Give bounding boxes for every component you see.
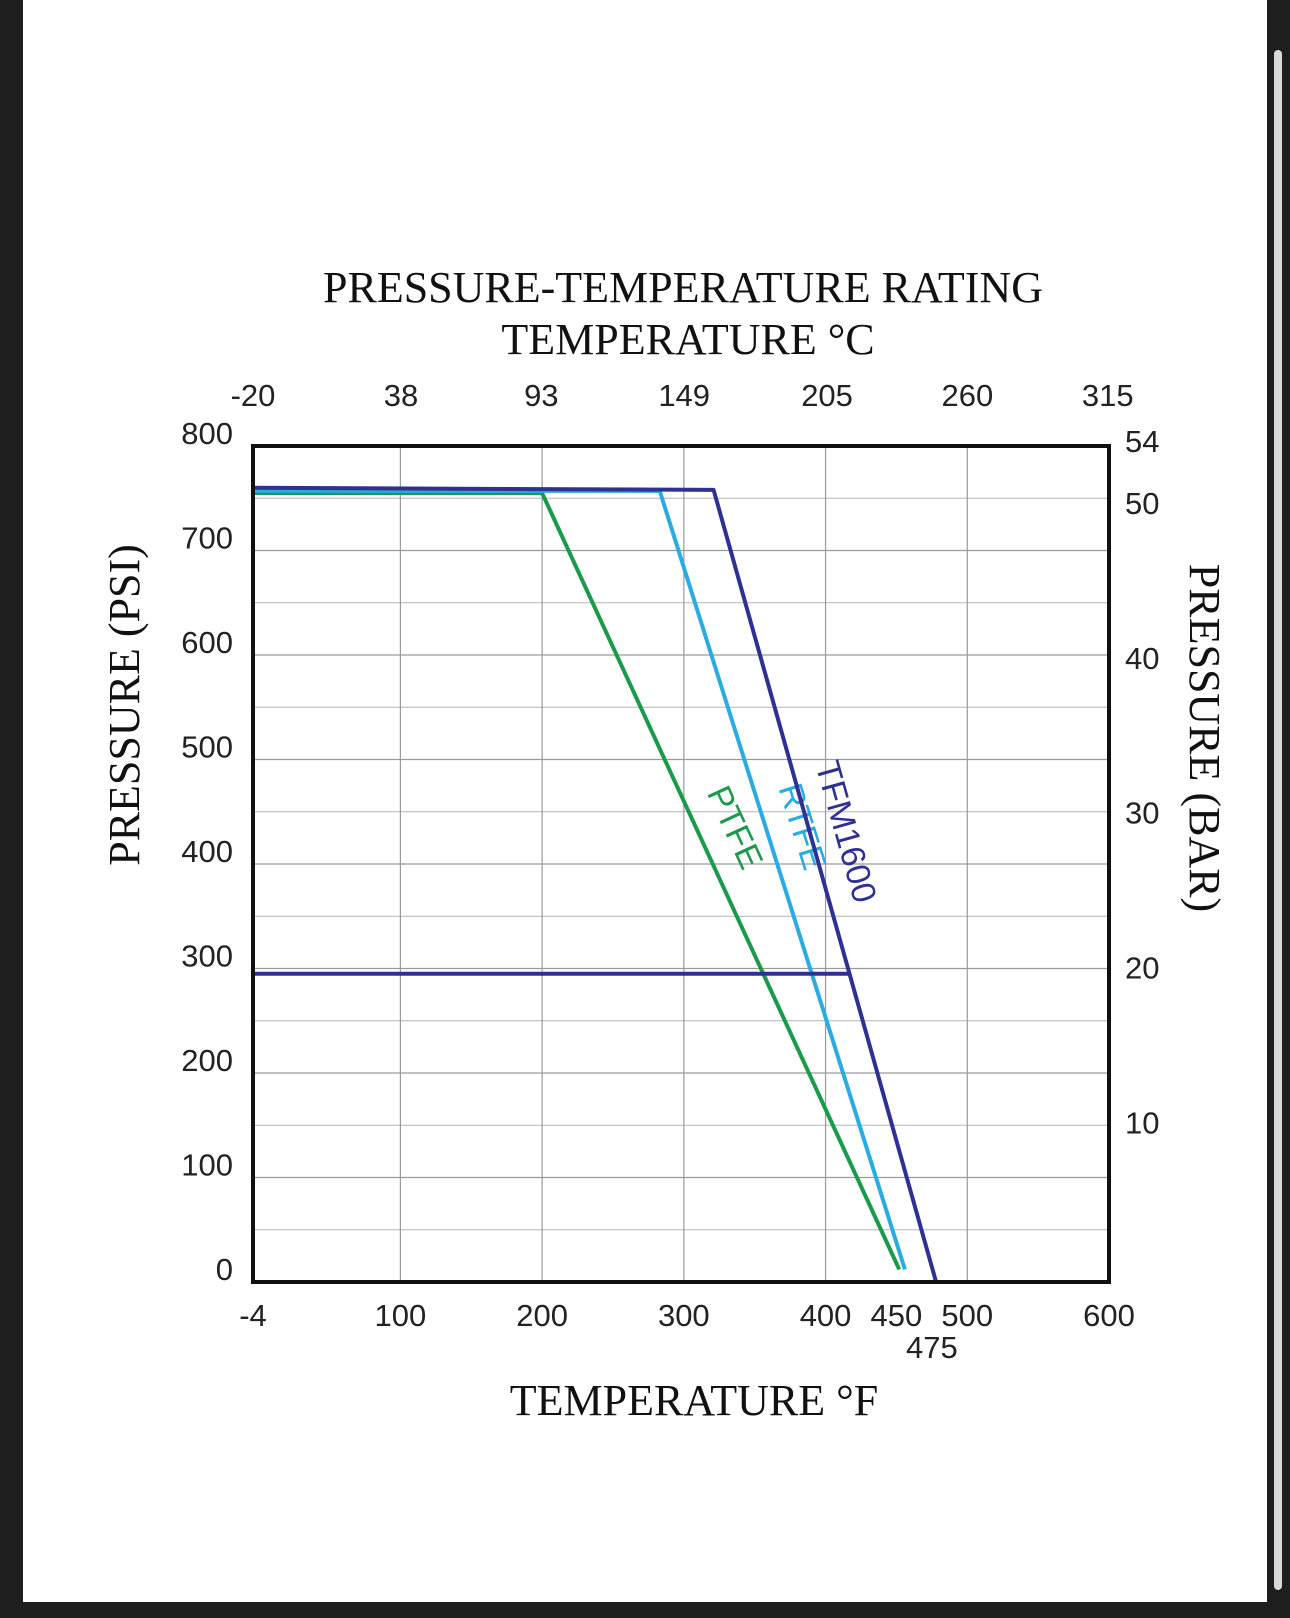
x-tick-label: 200 bbox=[516, 1298, 568, 1333]
y2-tick-label: 10 bbox=[1125, 1105, 1159, 1140]
x2-tick-label: 260 bbox=[942, 378, 994, 413]
series-line bbox=[253, 491, 902, 1271]
x-tick-label: 500 bbox=[941, 1298, 993, 1333]
sheet bbox=[23, 0, 1267, 1602]
y2-axis-label: PRESSURE (BAR) bbox=[1180, 564, 1229, 912]
scrollbar bbox=[1274, 50, 1282, 1590]
y2-tick-label: 54 bbox=[1125, 424, 1159, 459]
x2-tick-label: 205 bbox=[801, 378, 853, 413]
x-tick-label: 400 bbox=[800, 1298, 852, 1333]
y2-tick-label: 50 bbox=[1125, 486, 1159, 521]
x-tick-label: -4 bbox=[239, 1298, 267, 1333]
x-tick-label: 100 bbox=[375, 1298, 427, 1333]
x-tick-label: 475 bbox=[906, 1330, 958, 1365]
y2-tick-label: 30 bbox=[1125, 796, 1159, 831]
x2-axis-label: TEMPERATURE °C bbox=[501, 315, 874, 364]
y-axis-label: PRESSURE (PSI) bbox=[100, 544, 149, 866]
y-tick-label: 300 bbox=[181, 939, 233, 974]
y-tick-label: 700 bbox=[181, 521, 233, 556]
y-tick-label: 400 bbox=[181, 834, 233, 869]
y-tick-label: 100 bbox=[181, 1148, 233, 1183]
chart-title: PRESSURE-TEMPERATURE RATING bbox=[323, 263, 1043, 312]
x2-tick-label: 93 bbox=[524, 378, 558, 413]
x2-tick-label: 38 bbox=[384, 378, 418, 413]
x-tick-label: 600 bbox=[1083, 1298, 1135, 1333]
plot-frame bbox=[251, 444, 1111, 1284]
y-tick-label: 600 bbox=[181, 625, 233, 660]
x-tick-label: 450 bbox=[871, 1298, 923, 1333]
x-tick-label: 300 bbox=[658, 1298, 710, 1333]
x2-tick-label: -20 bbox=[231, 378, 276, 413]
x2-tick-label: 315 bbox=[1082, 378, 1134, 413]
x-axis-label: TEMPERATURE °F bbox=[510, 1376, 878, 1425]
y-tick-label: 200 bbox=[181, 1043, 233, 1078]
y-tick-label: 800 bbox=[181, 416, 233, 451]
series-line bbox=[252, 485, 939, 1283]
y-tick-label: 0 bbox=[216, 1252, 233, 1287]
series-line bbox=[253, 488, 907, 1271]
y2-tick-label: 20 bbox=[1125, 951, 1159, 986]
x2-tick-label: 149 bbox=[658, 378, 710, 413]
y-tick-label: 500 bbox=[181, 730, 233, 765]
y2-tick-label: 40 bbox=[1125, 641, 1159, 676]
